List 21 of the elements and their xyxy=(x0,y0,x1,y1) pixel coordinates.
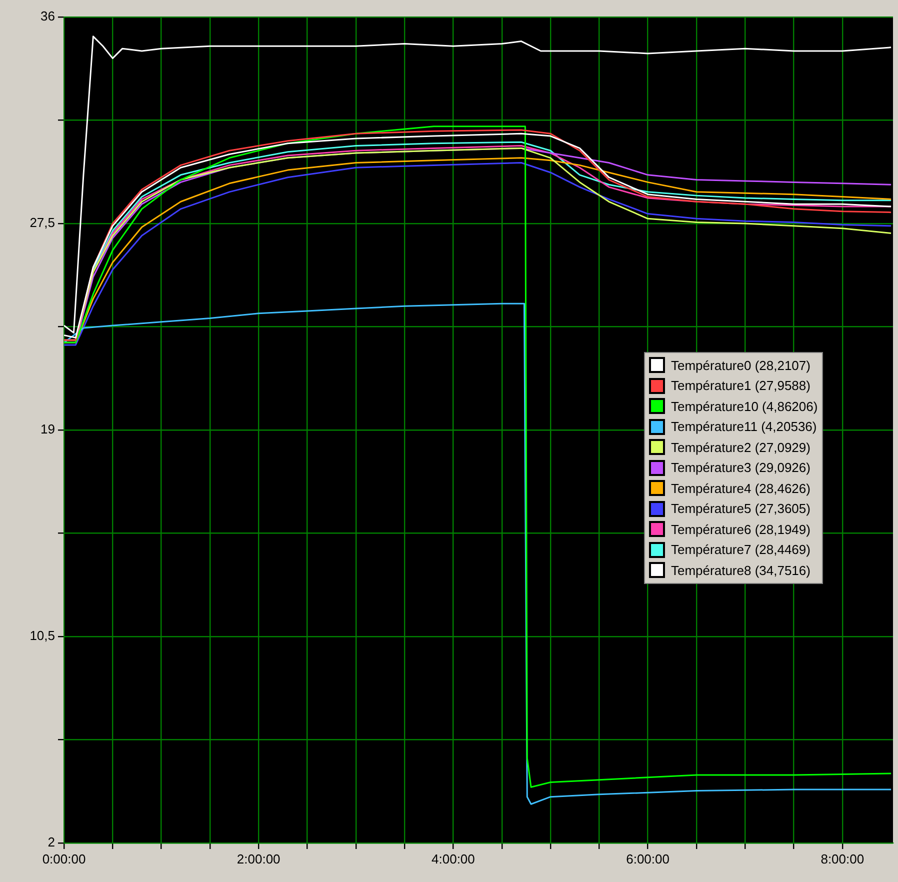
legend-label: Température8 (34,7516) xyxy=(671,562,810,578)
legend-label: Température3 (29,0926) xyxy=(671,460,810,476)
legend-label: Température4 (28,4626) xyxy=(671,480,810,496)
legend-label: Température10 (4,86206) xyxy=(671,398,818,414)
legend-label: Température1 (27,9588) xyxy=(671,378,810,394)
x-tick-label: 8:00:00 xyxy=(820,851,864,866)
legend-label: Température2 (27,0929) xyxy=(671,440,810,455)
x-tick-label: 0:00:00 xyxy=(42,851,86,866)
y-tick-label: 36 xyxy=(40,8,55,24)
y-tick-label: 27,5 xyxy=(30,215,55,230)
legend-label: Température7 (28,4469) xyxy=(671,542,810,558)
y-tick-label: 2 xyxy=(48,834,55,850)
x-tick-label: 2:00:00 xyxy=(236,851,280,866)
legend-label: Température5 (27,3605) xyxy=(671,501,810,516)
legend-label: Température11 (4,20536) xyxy=(671,419,817,434)
legend-label: Température0 (28,2107) xyxy=(671,358,810,373)
y-tick-label: 10,5 xyxy=(30,628,55,644)
x-tick-label: 4:00:00 xyxy=(432,851,475,866)
y-tick-label: 19 xyxy=(40,422,55,437)
legend-label: Température6 (28,1949) xyxy=(671,522,810,537)
x-tick-label: 6:00:00 xyxy=(626,851,670,866)
